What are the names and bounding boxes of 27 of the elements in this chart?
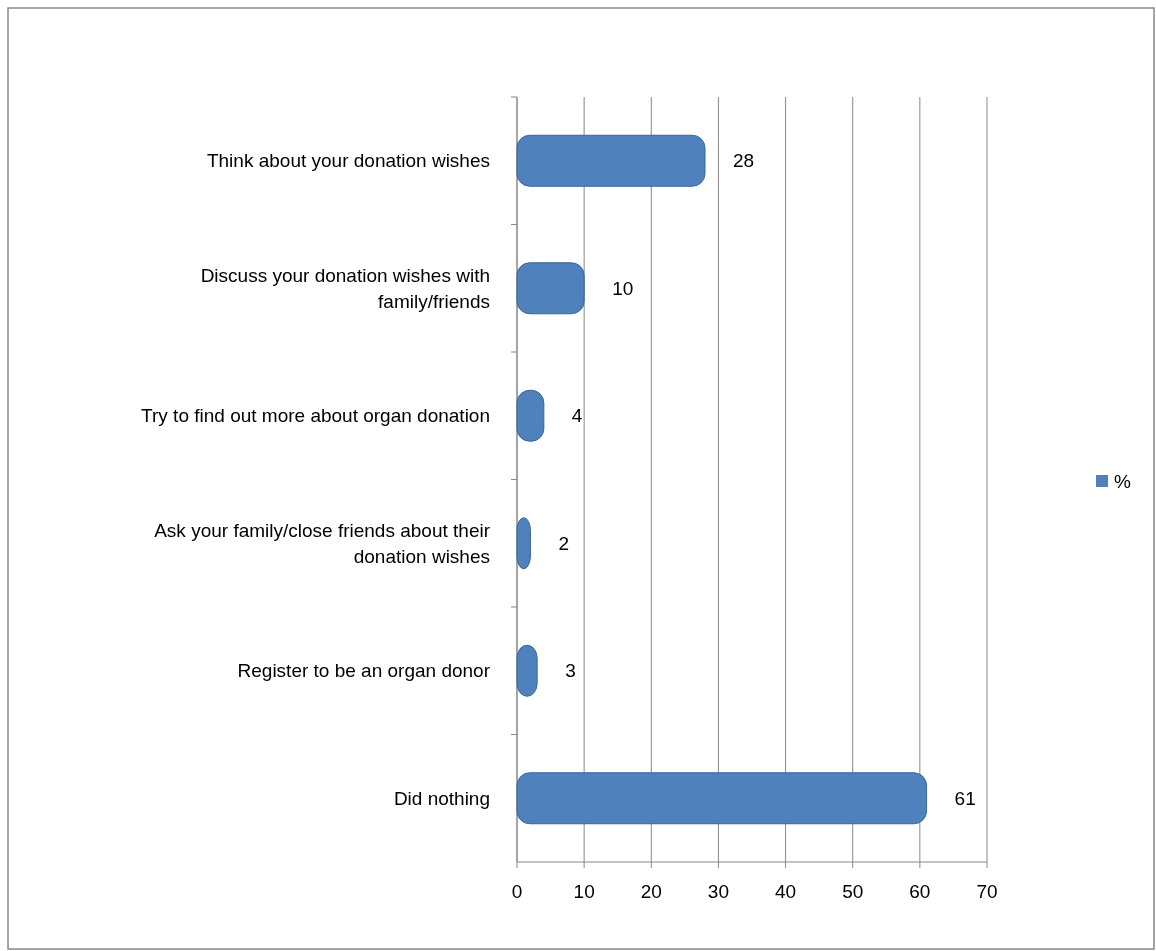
y-tick-label: Try to find out more about organ donation [141,405,490,427]
bar [516,134,706,187]
x-tick-label: 20 [640,881,662,902]
data-label: 28 [733,150,755,172]
y-tick-label: Did nothing [393,787,490,809]
x-tick-label: 60 [909,881,931,902]
x-tick-label: 40 [775,881,797,902]
legend-label: % [1114,470,1131,492]
x-tick-label: 30 [707,881,729,902]
y-tick-label: Discuss your donation wishes with family/friends [200,264,490,312]
x-tick-label: 10 [573,881,595,902]
bar [516,389,545,442]
x-tick-label: 50 [842,881,864,902]
data-label: 3 [565,660,576,682]
data-label: 2 [558,532,570,554]
y-tick-label: Think about your donation wishes [206,150,490,172]
bar [516,644,538,697]
data-label: 61 [954,787,976,809]
x-tick-label: 70 [976,881,998,902]
y-tick-label: Ask your family/close friends about their donation wishes [154,519,491,567]
bar [516,262,585,315]
data-label: 10 [612,277,634,299]
y-tick-label: Register to be an organ donor [237,660,491,682]
x-tick-label: 0 [511,881,523,902]
bar [516,772,928,825]
bar [516,517,531,570]
data-label: 4 [571,405,583,427]
